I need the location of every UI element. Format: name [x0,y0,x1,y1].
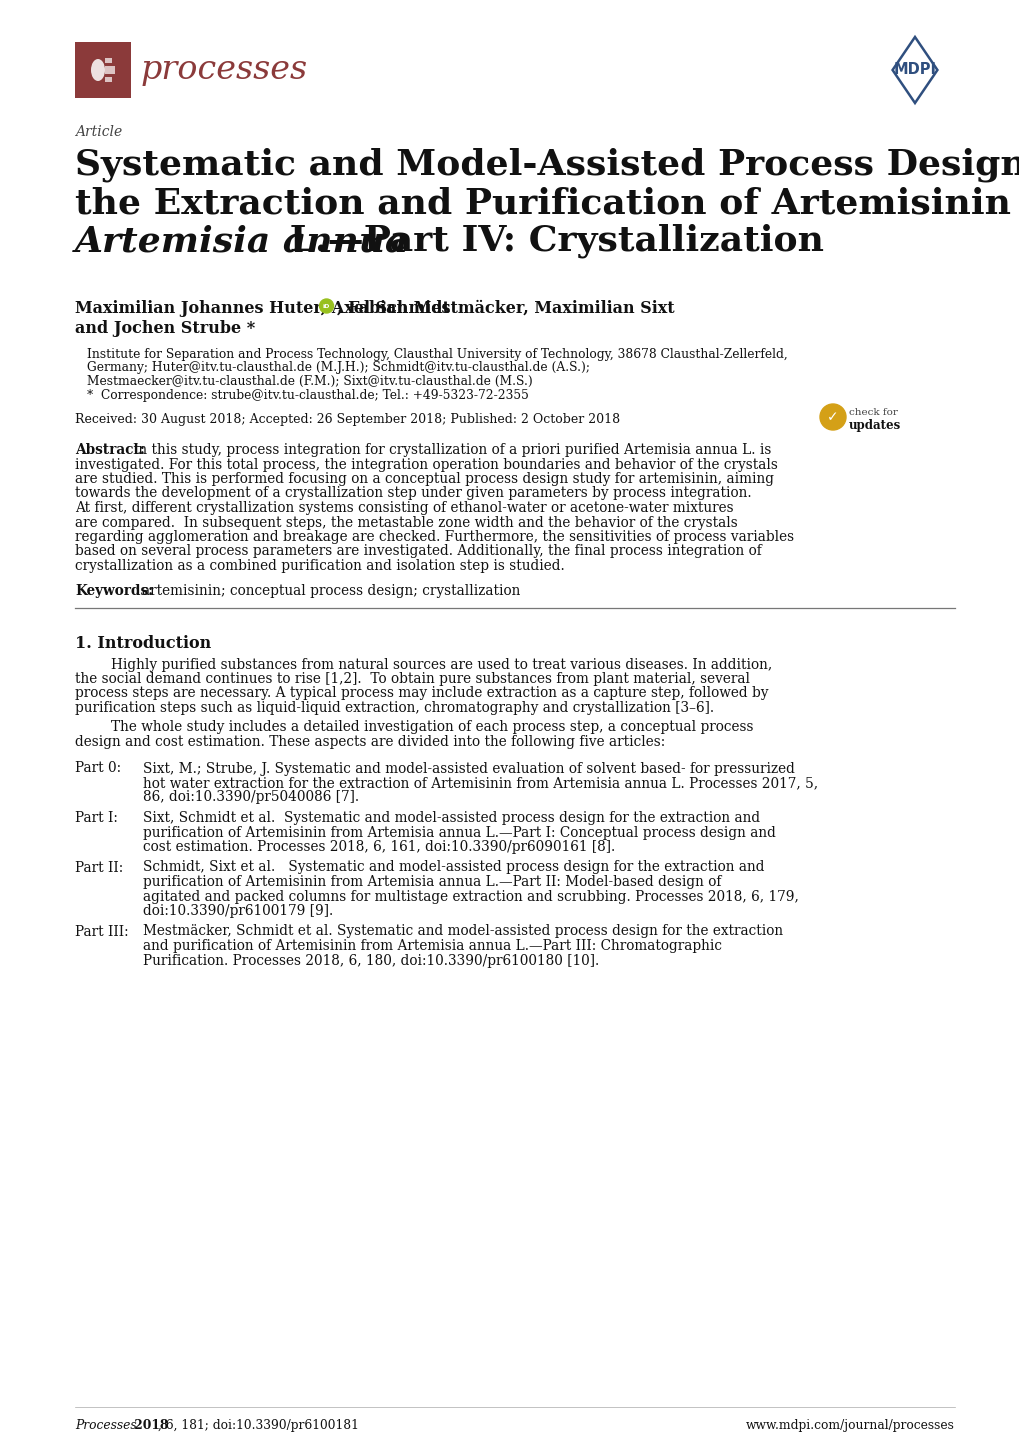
Text: 86, doi:10.3390/pr5040086 [7].: 86, doi:10.3390/pr5040086 [7]. [143,790,359,805]
Text: Sixt, M.; Strube, J. Systematic and model-assisted evaluation of solvent based- : Sixt, M.; Strube, J. Systematic and mode… [143,761,794,776]
Text: purification steps such as liquid-liquid extraction, chromatography and crystall: purification steps such as liquid-liquid… [75,701,713,715]
Text: based on several process parameters are investigated. Additionally, the final pr: based on several process parameters are … [75,545,761,558]
Ellipse shape [91,59,105,81]
Text: purification of Artemisinin from Artemisia annua L.—Part II: Model-based design : purification of Artemisinin from Artemis… [143,875,720,890]
Text: updates: updates [848,420,901,433]
Text: Artemisia annua: Artemisia annua [75,224,409,258]
Text: Article: Article [75,125,122,138]
Text: crystallization as a combined purification and isolation step is studied.: crystallization as a combined purificati… [75,559,565,572]
Text: purification of Artemisinin from Artemisia annua L.—Part I: Conceptual process d: purification of Artemisinin from Artemis… [143,825,775,839]
Text: www.mdpi.com/journal/processes: www.mdpi.com/journal/processes [745,1419,954,1432]
Text: the social demand continues to rise [1,2].  To obtain pure substances from plant: the social demand continues to rise [1,2… [75,672,749,686]
Text: design and cost estimation. These aspects are divided into the following five ar: design and cost estimation. These aspect… [75,735,664,748]
Text: doi:10.3390/pr6100179 [9].: doi:10.3390/pr6100179 [9]. [143,904,333,919]
Text: 2018: 2018 [129,1419,168,1432]
Circle shape [319,298,333,313]
Text: Systematic and Model-Assisted Process Design for: Systematic and Model-Assisted Process De… [75,149,1019,183]
Text: cost estimation. Processes 2018, 6, 161, doi:10.3390/pr6090161 [8].: cost estimation. Processes 2018, 6, 161,… [143,841,614,854]
Text: Abstract:: Abstract: [75,443,145,457]
Text: Part 0:: Part 0: [75,761,121,776]
Text: Germany; Huter@itv.tu-clausthal.de (M.J.H.); Schmidt@itv.tu-clausthal.de (A.S.);: Germany; Huter@itv.tu-clausthal.de (M.J.… [87,362,589,375]
Text: towards the development of a crystallization step under given parameters by proc: towards the development of a crystalliza… [75,486,751,500]
Text: In this study, process integration for crystallization of a priori purified Arte: In this study, process integration for c… [132,443,770,457]
Text: and Jochen Strube *: and Jochen Strube * [75,320,255,337]
Text: agitated and packed columns for multistage extraction and scrubbing. Processes 2: agitated and packed columns for multista… [143,890,798,904]
Text: Institute for Separation and Process Technology, Clausthal University of Technol: Institute for Separation and Process Tec… [87,348,787,360]
Text: *  Correspondence: strube@itv.tu-clausthal.de; Tel.: +49-5323-72-2355: * Correspondence: strube@itv.tu-claustha… [87,388,529,401]
Text: Mestmäcker, Schmidt et al. Systematic and model-assisted process design for the : Mestmäcker, Schmidt et al. Systematic an… [143,924,783,939]
Text: L.—Part IV: Crystallization: L.—Part IV: Crystallization [277,224,823,258]
FancyBboxPatch shape [105,66,115,74]
Text: check for: check for [848,408,897,417]
FancyBboxPatch shape [105,76,112,82]
Text: Purification. Processes 2018, 6, 180, doi:10.3390/pr6100180 [10].: Purification. Processes 2018, 6, 180, do… [143,953,599,968]
Text: Mestmaecker@itv.tu-clausthal.de (F.M.); Sixt@itv.tu-clausthal.de (M.S.): Mestmaecker@itv.tu-clausthal.de (F.M.); … [87,375,532,388]
Text: Maximilian Johannes Huter, Axel Schmidt: Maximilian Johannes Huter, Axel Schmidt [75,300,449,317]
Text: Highly purified substances from natural sources are used to treat various diseas: Highly purified substances from natural … [111,658,771,672]
Text: Part III:: Part III: [75,924,128,939]
FancyBboxPatch shape [75,42,130,98]
Text: , 6, 181; doi:10.3390/pr6100181: , 6, 181; doi:10.3390/pr6100181 [158,1419,359,1432]
Text: hot water extraction for the extraction of Artemisinin from Artemisia annua L. P: hot water extraction for the extraction … [143,776,817,790]
Text: ✓: ✓ [826,410,838,424]
Text: investigated. For this total process, the integration operation boundaries and b: investigated. For this total process, th… [75,457,777,472]
Text: processes: processes [141,53,308,87]
Text: Received: 30 August 2018; Accepted: 26 September 2018; Published: 2 October 2018: Received: 30 August 2018; Accepted: 26 S… [75,412,620,425]
Text: Keywords:: Keywords: [75,584,153,597]
Text: and purification of Artemisinin from Artemisia annua L.—Part III: Chromatographi: and purification of Artemisinin from Art… [143,939,721,953]
Text: MDPI: MDPI [893,62,935,78]
FancyBboxPatch shape [105,58,112,63]
Text: iD: iD [323,303,330,309]
Text: Schmidt, Sixt et al.   Systematic and model-assisted process design for the extr: Schmidt, Sixt et al. Systematic and mode… [143,861,764,874]
Text: are compared.  In subsequent steps, the metastable zone width and the behavior o: are compared. In subsequent steps, the m… [75,515,737,529]
Text: the Extraction and Purification of Artemisinin from: the Extraction and Purification of Artem… [75,186,1019,221]
Text: process steps are necessary. A typical process may include extraction as a captu: process steps are necessary. A typical p… [75,686,767,701]
Text: artemisinin; conceptual process design; crystallization: artemisinin; conceptual process design; … [142,584,520,597]
Text: Part II:: Part II: [75,861,123,874]
Text: Sixt, Schmidt et al.  Systematic and model-assisted process design for the extra: Sixt, Schmidt et al. Systematic and mode… [143,810,759,825]
Text: 1. Introduction: 1. Introduction [75,636,211,652]
Text: At first, different crystallization systems consisting of ethanol-water or aceto: At first, different crystallization syst… [75,500,733,515]
Text: The whole study includes a detailed investigation of each process step, a concep: The whole study includes a detailed inve… [111,721,753,734]
Circle shape [819,404,845,430]
Text: regarding agglomeration and breakage are checked. Furthermore, the sensitivities: regarding agglomeration and breakage are… [75,531,794,544]
Text: Processes: Processes [75,1419,137,1432]
Text: Part I:: Part I: [75,810,118,825]
Text: are studied. This is performed focusing on a conceptual process design study for: are studied. This is performed focusing … [75,472,773,486]
Text: , Fabian Mestmäcker, Maximilian Sixt: , Fabian Mestmäcker, Maximilian Sixt [336,300,674,317]
